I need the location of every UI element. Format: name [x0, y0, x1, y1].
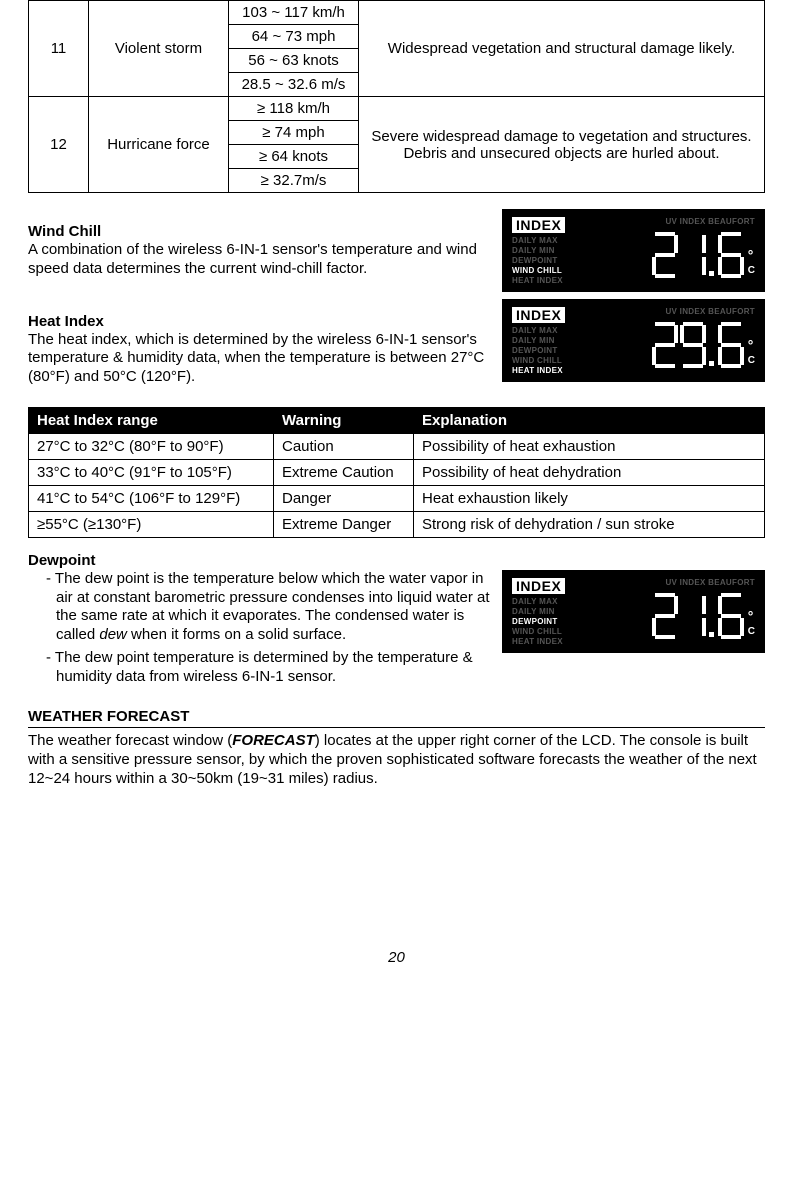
beaufort-desc: Hurricane force — [89, 97, 229, 193]
lcd-side-label: WIND CHILL — [512, 356, 610, 366]
heatindex-cell: Possibility of heat dehydration — [414, 459, 765, 485]
beaufort-speed: 64 ~ 73 mph — [229, 25, 359, 49]
lcd-top-labels: UV INDEX BEAUFORT — [610, 578, 755, 587]
beaufort-table: 11Violent storm103 ~ 117 km/hWidespread … — [28, 0, 765, 193]
lcd-side-label: DEWPOINT — [512, 617, 610, 627]
heatindex-cell: 33°C to 40°C (91°F to 105°F) — [29, 459, 274, 485]
lcd-top-labels: UV INDEX BEAUFORT — [610, 307, 755, 316]
lcd-top-labels: UV INDEX BEAUFORT — [610, 217, 755, 226]
heatindex-cell: ≥55°C (≥130°F) — [29, 511, 274, 537]
heatindex-cell: Heat exhaustion likely — [414, 485, 765, 511]
lcd-side-label: DAILY MIN — [512, 607, 610, 617]
lcd-value: C — [652, 316, 755, 368]
lcd-unit: C — [748, 265, 755, 276]
lcd-index-label: INDEX — [512, 217, 565, 233]
heatindex-cell: Possibility of heat exhaustion — [414, 433, 765, 459]
lcd-display: INDEX DAILY MAXDAILY MINDEWPOINTWIND CHIL… — [502, 570, 765, 653]
beaufort-speed: 103 ~ 117 km/h — [229, 1, 359, 25]
heatindex-cell: 41°C to 54°C (106°F to 129°F) — [29, 485, 274, 511]
lcd-side-label: HEAT INDEX — [512, 637, 610, 647]
dewpoint-bullet: The dew point temperature is determined … — [46, 649, 490, 687]
heatindex-text: The heat index, which is determined by t… — [28, 331, 490, 387]
lcd-index-label: INDEX — [512, 307, 565, 323]
lcd-side-label: HEAT INDEX — [512, 276, 610, 286]
heatindex-cell: Extreme Danger — [274, 511, 414, 537]
beaufort-speed: ≥ 64 knots — [229, 145, 359, 169]
page-number: 20 — [28, 949, 765, 966]
heatindex-table: Heat Index rangeWarningExplanation 27°C … — [28, 407, 765, 538]
dewpoint-title: Dewpoint — [28, 552, 765, 569]
heatindex-header: Explanation — [414, 407, 765, 433]
lcd-side-label: DEWPOINT — [512, 256, 610, 266]
beaufort-effect: Widespread vegetation and structural dam… — [359, 1, 765, 97]
lcd-side-label: WIND CHILL — [512, 266, 610, 276]
heatindex-header: Heat Index range — [29, 407, 274, 433]
heatindex-cell: Extreme Caution — [274, 459, 414, 485]
lcd-side-label: HEAT INDEX — [512, 366, 610, 376]
heatindex-header: Warning — [274, 407, 414, 433]
lcd-index-label: INDEX — [512, 578, 565, 594]
lcd-side-label: DAILY MAX — [512, 236, 610, 246]
lcd-value: C — [652, 587, 755, 639]
heatindex-cell: Strong risk of dehydration / sun stroke — [414, 511, 765, 537]
dewpoint-bullets: The dew point is the temperature below w… — [28, 570, 490, 687]
lcd-unit: C — [748, 355, 755, 366]
forecast-text: The weather forecast window (FORECAST) l… — [28, 732, 765, 788]
beaufort-effect: Severe widespread damage to vegetation a… — [359, 97, 765, 193]
lcd-display: INDEX DAILY MAXDAILY MINDEWPOINTWIND CHIL… — [502, 209, 765, 292]
lcd-value: C — [652, 226, 755, 278]
dewpoint-bullet: The dew point is the temperature below w… — [46, 570, 490, 645]
lcd-display: INDEX DAILY MAXDAILY MINDEWPOINTWIND CHIL… — [502, 299, 765, 382]
beaufort-speed: ≥ 32.7m/s — [229, 169, 359, 193]
lcd-side-label: DAILY MIN — [512, 336, 610, 346]
beaufort-desc: Violent storm — [89, 1, 229, 97]
heatindex-title: Heat Index — [28, 313, 490, 330]
lcd-side-label: DAILY MAX — [512, 597, 610, 607]
lcd-side-label: WIND CHILL — [512, 627, 610, 637]
beaufort-speed: ≥ 74 mph — [229, 121, 359, 145]
windchill-text: A combination of the wireless 6-IN-1 sen… — [28, 241, 490, 279]
heatindex-cell: 27°C to 32°C (80°F to 90°F) — [29, 433, 274, 459]
beaufort-number: 11 — [29, 1, 89, 97]
lcd-side-label: DEWPOINT — [512, 346, 610, 356]
beaufort-speed: 56 ~ 63 knots — [229, 49, 359, 73]
windchill-title: Wind Chill — [28, 223, 490, 240]
beaufort-speed: ≥ 118 km/h — [229, 97, 359, 121]
lcd-side-label: DAILY MIN — [512, 246, 610, 256]
forecast-title: WEATHER FORECAST — [28, 708, 765, 728]
beaufort-number: 12 — [29, 97, 89, 193]
lcd-unit: C — [748, 626, 755, 637]
heatindex-cell: Danger — [274, 485, 414, 511]
lcd-side-label: DAILY MAX — [512, 326, 610, 336]
beaufort-speed: 28.5 ~ 32.6 m/s — [229, 73, 359, 97]
heatindex-cell: Caution — [274, 433, 414, 459]
